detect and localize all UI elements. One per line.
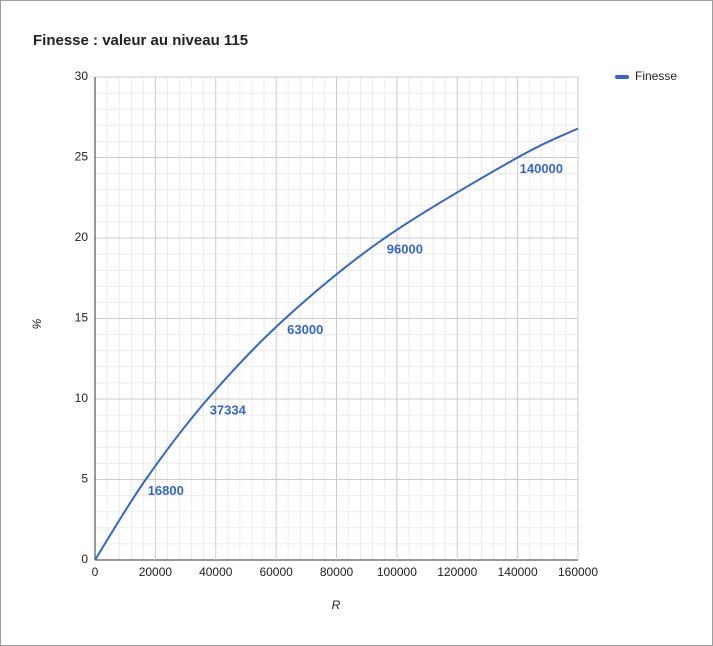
y-tick-label: 20 [75,230,89,244]
legend-label: Finesse [635,69,677,83]
data-label: 96000 [387,241,423,256]
x-tick-label: 100000 [377,565,417,579]
y-tick-label: 15 [75,311,89,325]
x-axis-label: R [332,598,341,612]
x-tick-label: 40000 [199,565,233,579]
chart-title: Finesse : valeur au niveau 115 [33,32,248,49]
data-label: 16800 [148,483,184,498]
y-tick-label: 10 [75,391,89,405]
data-label: 140000 [520,161,563,176]
x-tick-label: 60000 [259,565,293,579]
line [94,127,579,561]
x-tick-label: 20000 [139,565,173,579]
x-tick-label: 160000 [558,565,598,579]
x-tick-label: 120000 [437,565,477,579]
data-label: 37334 [210,402,247,417]
x-tick-label: 140000 [498,565,538,579]
y-tick-label: 25 [75,150,89,164]
x-tick-label: 80000 [320,565,354,579]
y-tick-label: 0 [81,552,88,566]
y-axis-label: % [30,318,44,329]
y-tick-label: 30 [75,69,89,83]
x-tick-label: 0 [92,565,99,579]
data-label: 63000 [287,322,323,337]
y-tick-label: 5 [81,472,88,486]
